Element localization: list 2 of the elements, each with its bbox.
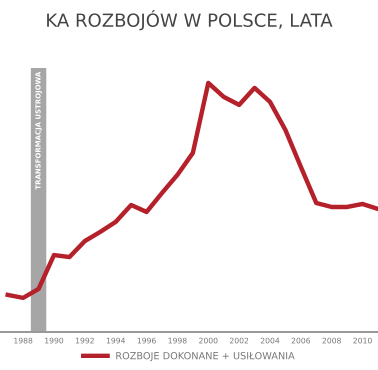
chart-title: KA ROZBOJÓW W POLSCE, LATA: [47, 10, 332, 30]
legend-label: ROZBOJE DOKONANE + USIŁOWANIA: [116, 352, 295, 362]
